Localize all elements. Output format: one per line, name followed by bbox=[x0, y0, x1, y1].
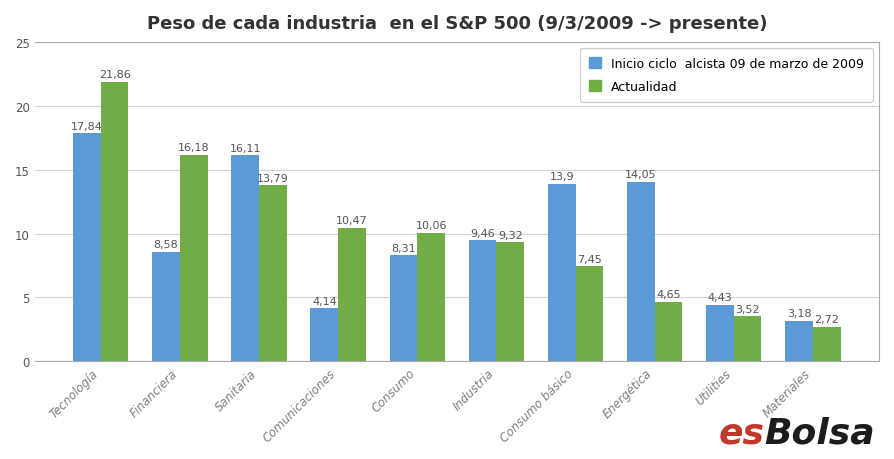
Text: 13,79: 13,79 bbox=[257, 173, 289, 183]
Text: 8,31: 8,31 bbox=[392, 243, 416, 253]
Bar bbox=[548, 185, 576, 362]
Bar bbox=[576, 267, 603, 362]
Bar bbox=[654, 302, 682, 362]
Bar bbox=[338, 228, 366, 362]
Text: 4,14: 4,14 bbox=[312, 296, 337, 306]
Bar bbox=[101, 83, 129, 362]
Text: 10,06: 10,06 bbox=[416, 221, 447, 231]
Text: 3,18: 3,18 bbox=[787, 308, 812, 319]
Text: 7,45: 7,45 bbox=[577, 254, 602, 264]
Legend: Inicio ciclo  alcista 09 de marzo de 2009, Actualidad: Inicio ciclo alcista 09 de marzo de 2009… bbox=[580, 49, 873, 102]
Text: 17,84: 17,84 bbox=[71, 122, 103, 132]
Title: Peso de cada industria  en el S&P 500 (9/3/2009 -> presente): Peso de cada industria en el S&P 500 (9/… bbox=[147, 15, 767, 33]
Text: 4,43: 4,43 bbox=[707, 292, 732, 302]
Text: 14,05: 14,05 bbox=[625, 170, 657, 180]
Text: 3,52: 3,52 bbox=[736, 304, 760, 314]
Text: 21,86: 21,86 bbox=[98, 70, 131, 80]
Bar bbox=[785, 321, 813, 362]
Text: 9,46: 9,46 bbox=[470, 229, 495, 238]
Bar bbox=[73, 134, 101, 362]
Bar bbox=[152, 252, 180, 362]
Bar bbox=[232, 156, 259, 362]
Text: es: es bbox=[719, 416, 764, 450]
Text: 13,9: 13,9 bbox=[550, 172, 574, 182]
Text: 2,72: 2,72 bbox=[814, 314, 839, 325]
Bar bbox=[734, 317, 762, 362]
Bar bbox=[496, 243, 524, 362]
Text: 16,18: 16,18 bbox=[178, 143, 209, 153]
Bar bbox=[417, 233, 445, 362]
Text: 8,58: 8,58 bbox=[154, 240, 179, 250]
Text: Bolsa: Bolsa bbox=[764, 416, 875, 450]
Bar bbox=[259, 186, 287, 362]
Bar bbox=[813, 327, 840, 362]
Text: 9,32: 9,32 bbox=[498, 230, 523, 240]
Text: 4,65: 4,65 bbox=[656, 290, 681, 300]
Bar bbox=[180, 155, 207, 362]
Bar bbox=[706, 305, 734, 362]
Bar bbox=[468, 241, 496, 362]
Bar bbox=[627, 182, 654, 362]
Text: 10,47: 10,47 bbox=[336, 216, 368, 225]
Bar bbox=[390, 256, 417, 362]
Bar bbox=[310, 309, 338, 362]
Text: 16,11: 16,11 bbox=[230, 144, 261, 154]
